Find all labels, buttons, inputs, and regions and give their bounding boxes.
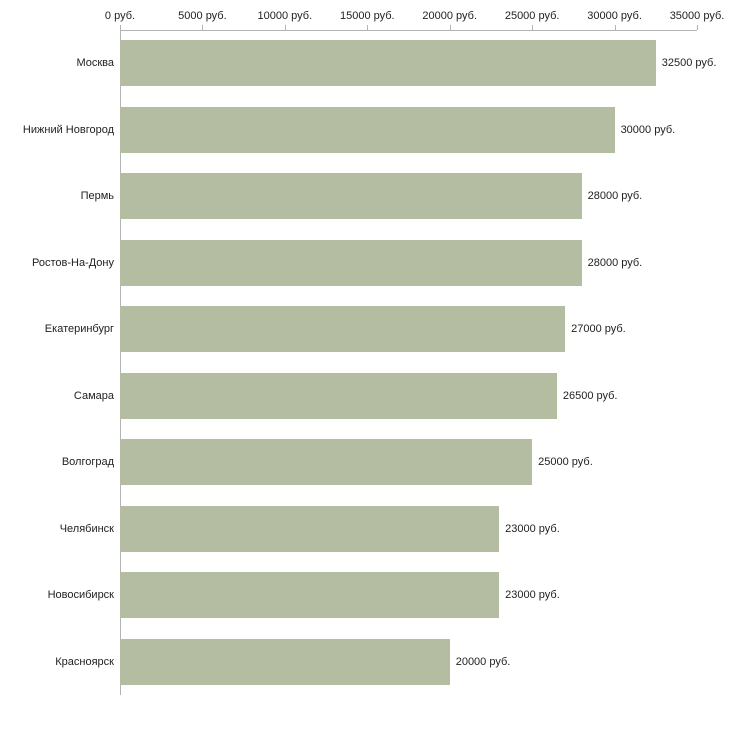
bar bbox=[120, 638, 450, 685]
x-tick-label: 30000 руб. bbox=[587, 10, 642, 22]
x-axis-line bbox=[120, 30, 697, 31]
bar bbox=[120, 572, 500, 619]
category-label: Пермь bbox=[80, 190, 114, 203]
value-label: 25000 руб. bbox=[538, 456, 593, 469]
category-label: Екатеринбург bbox=[44, 323, 114, 336]
x-tick-label: 15000 руб. bbox=[339, 10, 395, 22]
value-label: 27000 руб. bbox=[571, 323, 626, 336]
bar bbox=[120, 505, 500, 552]
bar bbox=[120, 439, 533, 486]
category-label: Волгоград bbox=[61, 456, 114, 469]
bar bbox=[120, 40, 656, 87]
x-tick-mark bbox=[367, 25, 369, 30]
x-tick-mark bbox=[532, 25, 534, 30]
x-tick-label: 25000 руб. bbox=[504, 10, 560, 22]
value-label: 28000 руб. bbox=[587, 190, 643, 203]
value-label: 23000 руб. bbox=[505, 522, 560, 535]
x-tick-label: 10000 руб. bbox=[257, 10, 313, 22]
category-label: Красноярск bbox=[55, 655, 114, 668]
category-label: Ростов-На-Дону bbox=[31, 256, 114, 269]
bar bbox=[120, 106, 615, 153]
bar bbox=[120, 372, 557, 419]
x-tick-label: 0 руб. bbox=[104, 10, 136, 22]
y-axis-line bbox=[120, 30, 121, 695]
value-label: 20000 руб. bbox=[455, 655, 511, 668]
bar bbox=[120, 173, 582, 220]
x-tick-label: 35000 руб. bbox=[669, 10, 725, 22]
value-label: 30000 руб. bbox=[620, 123, 676, 136]
category-label: Москва bbox=[76, 57, 114, 70]
x-tick-mark bbox=[697, 25, 698, 30]
x-tick-mark bbox=[449, 25, 451, 30]
category-label: Самара bbox=[73, 389, 114, 402]
category-label: Нижний Новгород bbox=[22, 123, 114, 136]
x-tick-label: 5000 руб. bbox=[178, 10, 227, 22]
x-tick-mark bbox=[202, 25, 204, 30]
category-label: Новосибирск bbox=[47, 589, 114, 602]
bar bbox=[120, 239, 582, 286]
x-tick-mark bbox=[614, 25, 616, 30]
category-label: Челябинск bbox=[59, 522, 114, 535]
value-label: 32500 руб. bbox=[661, 57, 717, 70]
value-label: 26500 руб. bbox=[562, 389, 618, 402]
x-tick-mark bbox=[120, 25, 121, 30]
x-tick-mark bbox=[284, 25, 286, 30]
value-label: 28000 руб. bbox=[587, 256, 643, 269]
value-label: 23000 руб. bbox=[505, 589, 560, 602]
bar bbox=[120, 306, 566, 353]
x-tick-label: 20000 руб. bbox=[422, 10, 478, 22]
